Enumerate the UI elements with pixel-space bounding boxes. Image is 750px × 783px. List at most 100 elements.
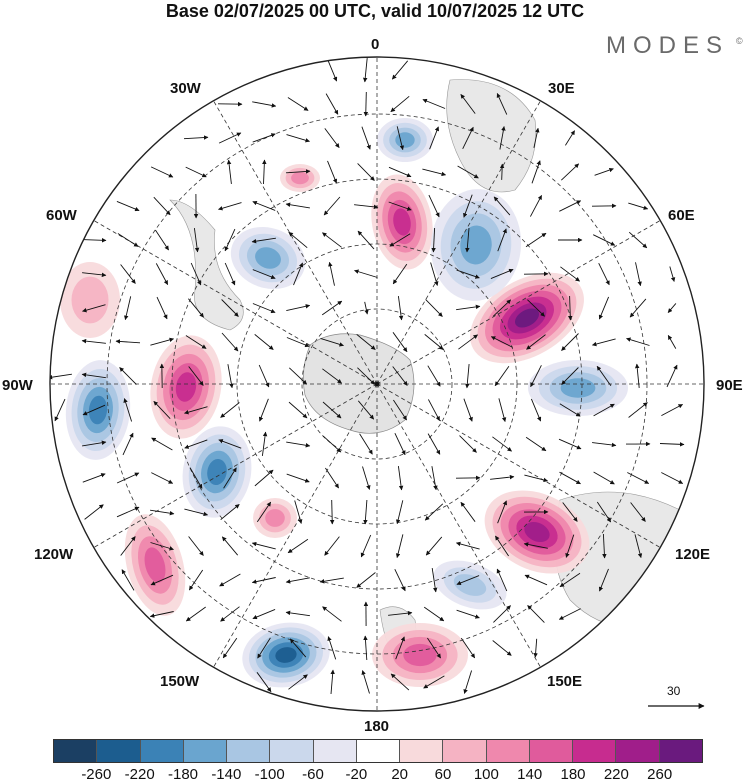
wind-arrow (124, 296, 132, 321)
wind-arrow (596, 501, 612, 523)
wind-arrow (392, 366, 408, 386)
wind-arrow (628, 402, 648, 418)
legend-tick-12: 220 (603, 766, 629, 783)
lon-label-30w: 30W (170, 80, 201, 97)
wind-arrow (155, 263, 169, 285)
wind-arrow (592, 442, 617, 448)
wind-arrow (150, 542, 174, 551)
wind-arrow (525, 232, 547, 248)
anomaly-contour (393, 208, 411, 236)
wind-arrow (82, 272, 107, 278)
wind-arrow (460, 637, 476, 659)
wind-arrow (456, 609, 480, 619)
wind-arrow (429, 126, 440, 150)
latitude-circle (301, 308, 453, 460)
wind-arrow (394, 433, 406, 456)
wind-arrow (155, 229, 169, 251)
anomaly-contour (265, 509, 285, 527)
legend-color-8 (400, 740, 444, 762)
wind-arrow (116, 506, 140, 518)
wind-arrow (153, 196, 171, 216)
wind-arrow (394, 569, 406, 592)
wind-arrow (190, 262, 202, 286)
wind-arrow (258, 364, 270, 388)
wind-arrow (423, 675, 445, 689)
wind-arrow (389, 233, 411, 247)
latitude-circle (236, 243, 518, 525)
wind-arrow (460, 501, 476, 522)
wind-arrow (424, 503, 444, 521)
wind-arrow (288, 401, 308, 419)
wind-arrow (428, 194, 440, 218)
wind-arrow (361, 670, 370, 694)
wind-arrow (256, 501, 272, 523)
wind-arrow (252, 101, 277, 108)
wind-arrow (82, 404, 106, 416)
wind-arrow (321, 300, 343, 316)
wind-arrow (218, 202, 242, 211)
wind-arrow (188, 366, 204, 386)
wind-arrow (494, 365, 510, 387)
wind-arrow (431, 227, 436, 253)
anomaly-contour (144, 547, 166, 583)
wind-arrow (496, 92, 508, 115)
wind-arrow (185, 606, 206, 622)
legend-color-11 (529, 740, 574, 762)
anomaly-negative-10 (242, 622, 330, 688)
wind-arrow (115, 339, 141, 344)
wind-arrow (81, 338, 106, 344)
wind-arrow (224, 228, 236, 252)
wind-arrow (185, 166, 207, 178)
legend-tick-3: -140 (211, 766, 242, 783)
anomaly-contour (524, 521, 550, 543)
wind-arrow (666, 364, 678, 388)
wind-arrow (390, 673, 410, 691)
anomaly-contour (275, 647, 297, 663)
wind-arrow (252, 303, 276, 314)
wind-arrow (319, 577, 344, 584)
wind-arrow (293, 262, 304, 286)
wind-arrow (559, 403, 581, 417)
wind-arrow (188, 536, 204, 556)
wind-arrow (598, 568, 609, 592)
legend-tick-7: 20 (391, 766, 408, 783)
wind-arrow (627, 472, 650, 484)
lon-label-0: 0 (371, 36, 380, 53)
anomaly-negative-14 (433, 560, 507, 610)
wind-arrow (524, 574, 548, 586)
wind-arrow (294, 500, 303, 524)
wind-arrow (251, 577, 276, 584)
wind-arrow (221, 332, 239, 352)
wind-arrow (388, 166, 412, 178)
wind-arrow (431, 466, 438, 491)
legend-tick-1: -220 (124, 766, 155, 783)
anomaly-contour (514, 308, 540, 328)
wind-arrow (256, 672, 272, 693)
wind-arrow (363, 91, 369, 117)
wind-arrow (395, 534, 404, 559)
wind-arrow (525, 436, 547, 452)
wind-arrow (285, 202, 310, 209)
wind-arrow (185, 335, 207, 349)
wind-arrow (559, 572, 581, 588)
wind-arrow (150, 337, 175, 346)
wind-arrow (252, 608, 276, 620)
wind-arrow (594, 167, 614, 176)
wind-arrow (591, 338, 616, 347)
wind-arrow (116, 472, 140, 484)
wind-arrow (82, 440, 107, 447)
wind-arrow (465, 364, 470, 389)
wind-arrow (184, 406, 208, 415)
wind-arrow (325, 467, 339, 489)
anomaly-positive-9 (253, 498, 297, 538)
wind-reference-label: 30 (667, 684, 681, 698)
wind-arrow (327, 636, 337, 660)
legend-tick-13: 260 (647, 766, 673, 783)
wind-arrow (220, 504, 240, 520)
wind-arrow (258, 398, 269, 422)
wind-vectors (50, 58, 685, 695)
latitude-circle (171, 178, 583, 590)
legend-color-2 (140, 740, 184, 762)
map-title: Base 02/07/2025 00 UTC, valid 10/07/2025… (165, 1, 585, 21)
wind-arrow (562, 502, 578, 522)
